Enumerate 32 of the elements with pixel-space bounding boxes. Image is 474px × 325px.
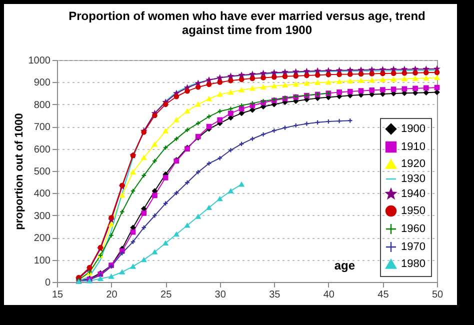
legend-label: 1940 — [401, 188, 426, 200]
legend-label: 1910 — [401, 141, 426, 153]
x-axis-title: age — [334, 258, 356, 272]
legend-label: 1900 — [401, 123, 426, 135]
text: against time from 1900 — [182, 23, 312, 37]
y-tick-label: 200 — [34, 233, 51, 244]
y-tick-label: 1000 — [28, 56, 51, 66]
y-tick-label: 300 — [34, 210, 51, 222]
legend-label: 1920 — [401, 158, 426, 170]
x-tick-label: 15 — [52, 290, 64, 300]
x-tick-label: 45 — [378, 290, 390, 300]
y-tick-label: 400 — [34, 188, 51, 200]
x-tick-label: 35 — [269, 290, 281, 300]
x-tick-label: 25 — [160, 290, 172, 300]
legend-label: 1970 — [401, 241, 426, 253]
y-tick-label: 500 — [34, 166, 51, 178]
y-tick-label: 600 — [34, 144, 51, 156]
y-tick-label: 900 — [34, 78, 51, 89]
y-tick-label: 800 — [34, 100, 51, 111]
legend-label: 1960 — [401, 223, 426, 235]
text: Proportion of women who have ever married versus age, trend — [68, 9, 426, 23]
legend-label: 1980 — [401, 258, 426, 270]
y-tick-label: 0 — [44, 278, 51, 288]
y-tick-label: 100 — [34, 255, 51, 266]
x-tick-label: 50 — [432, 290, 444, 300]
y-tick-label: 700 — [34, 122, 51, 134]
y-axis-title: proportion out of 1000 — [13, 113, 26, 230]
x-tick-label: 20 — [106, 290, 118, 300]
legend-label: 1930 — [401, 173, 426, 185]
x-tick-label: 30 — [214, 290, 226, 300]
legend-label: 1950 — [401, 205, 426, 217]
x-tick-label: 40 — [323, 290, 335, 300]
